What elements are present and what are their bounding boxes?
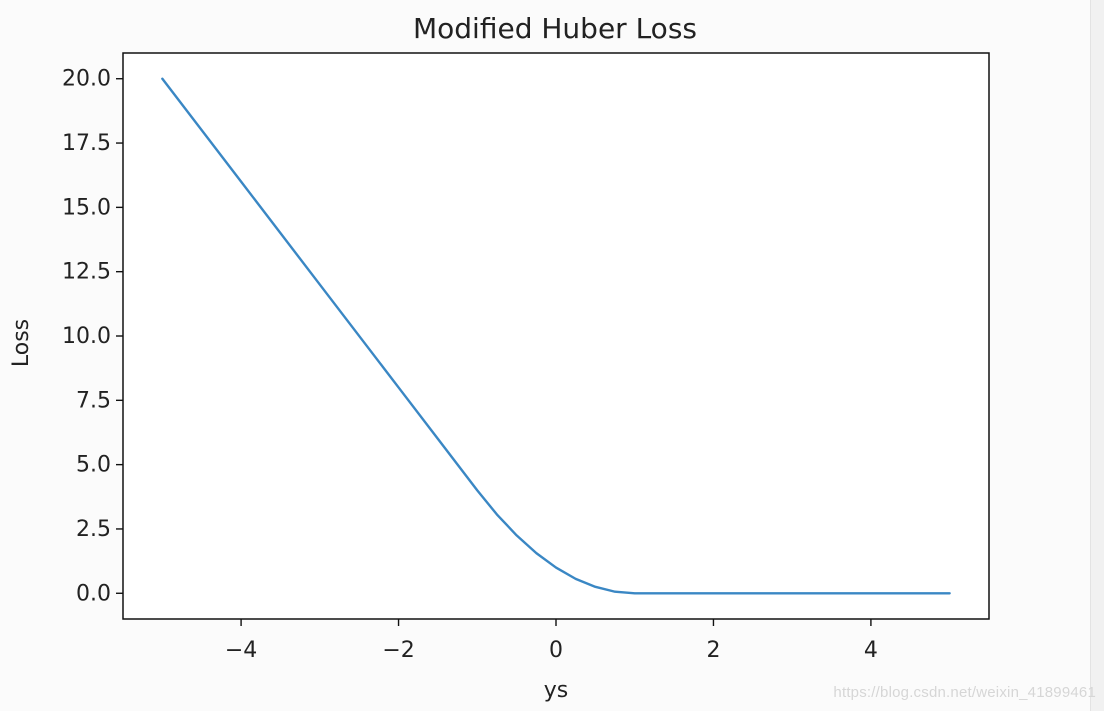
y-tick-label: 2.5 bbox=[76, 517, 111, 542]
x-axis-label: ys bbox=[544, 678, 568, 703]
series-line bbox=[161, 77, 951, 595]
y-tick-label: 12.5 bbox=[62, 260, 111, 285]
y-axis-ticks: 0.0 2.5 5.0 7.5 10.0 12.5 15.0 17.5 20.0 bbox=[62, 67, 123, 606]
y-tick-label: 20.0 bbox=[62, 67, 111, 92]
right-scrollbar-strip bbox=[1090, 0, 1104, 711]
x-tick-label: −2 bbox=[382, 638, 414, 663]
x-tick-label: 0 bbox=[549, 638, 563, 663]
y-axis-label: Loss bbox=[9, 319, 34, 367]
y-tick-label: 7.5 bbox=[76, 388, 111, 413]
y-tick-label: 17.5 bbox=[62, 131, 111, 156]
x-tick-label: 4 bbox=[864, 638, 878, 663]
x-tick-label: 2 bbox=[706, 638, 720, 663]
x-tick-label: −4 bbox=[225, 638, 257, 663]
x-axis-ticks: −4 −2 0 2 4 bbox=[225, 619, 878, 663]
y-tick-label: 15.0 bbox=[62, 195, 111, 220]
series-layer bbox=[161, 77, 951, 595]
y-tick-label: 10.0 bbox=[62, 324, 111, 349]
watermark: https://blog.csdn.net/weixin_41899461 bbox=[833, 684, 1096, 701]
chart-title: Modified Huber Loss bbox=[413, 12, 697, 45]
y-tick-label: 0.0 bbox=[76, 581, 111, 606]
plot-area-frame bbox=[122, 52, 990, 620]
y-tick-label: 5.0 bbox=[76, 453, 111, 478]
